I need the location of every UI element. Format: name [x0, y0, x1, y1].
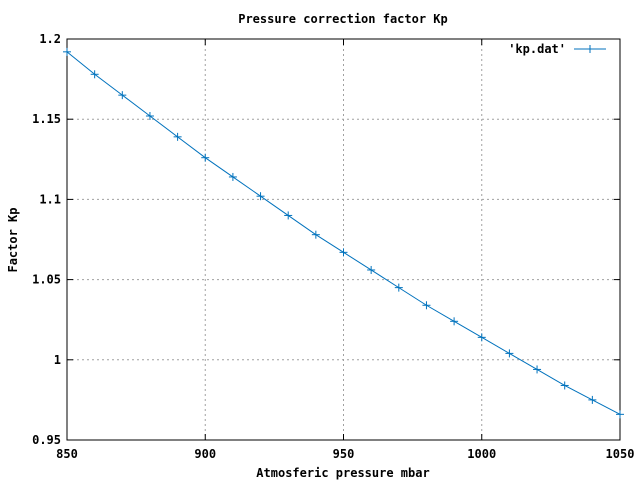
axis-ticks: 850 900 950 1000 1050 0.95 1 1.05 1.1 1.15 1.2 — [32, 32, 634, 461]
y-tick-label: 1.2 — [39, 32, 61, 46]
data-point — [311, 230, 320, 239]
series-layer — [63, 47, 624, 419]
y-tick-label: 0.95 — [32, 433, 61, 447]
data-point — [90, 70, 99, 79]
data-point — [533, 365, 542, 374]
data-point — [63, 47, 71, 56]
data-point — [173, 132, 182, 141]
data-point — [339, 248, 348, 257]
data-point — [394, 283, 403, 292]
data-point — [616, 410, 624, 419]
legend-plus-marker — [586, 45, 594, 53]
data-point — [477, 333, 486, 342]
data-point — [201, 153, 210, 162]
y-tick-label: 1.1 — [39, 192, 61, 206]
x-tick-label: 1050 — [606, 447, 635, 461]
data-point — [284, 211, 293, 220]
y-tick-label: 1.15 — [32, 112, 61, 126]
x-tick-label: 900 — [194, 447, 216, 461]
legend-label: 'kp.dat' — [508, 42, 566, 56]
data-point — [367, 265, 376, 274]
y-tick-label: 1 — [54, 353, 61, 367]
data-point — [422, 301, 431, 310]
y-axis-label: Factor Kp — [6, 207, 20, 272]
x-tick-label: 1000 — [467, 447, 496, 461]
data-point — [145, 111, 154, 120]
x-tick-label: 850 — [56, 447, 78, 461]
data-point — [228, 172, 237, 181]
x-tick-label: 950 — [333, 447, 355, 461]
legend: 'kp.dat' — [508, 42, 606, 56]
data-point — [560, 381, 569, 390]
data-point — [450, 317, 459, 326]
chart-title: Pressure correction factor Kp — [238, 12, 448, 26]
data-point — [505, 349, 514, 358]
grid — [67, 39, 620, 440]
plot-frame — [66, 38, 621, 441]
data-point — [588, 395, 597, 404]
data-point — [256, 192, 265, 201]
y-tick-label: 1.05 — [32, 273, 61, 287]
data-point — [118, 91, 127, 100]
legend-marker — [586, 45, 594, 53]
x-axis-label: Atmosferic pressure mbar — [256, 466, 429, 480]
